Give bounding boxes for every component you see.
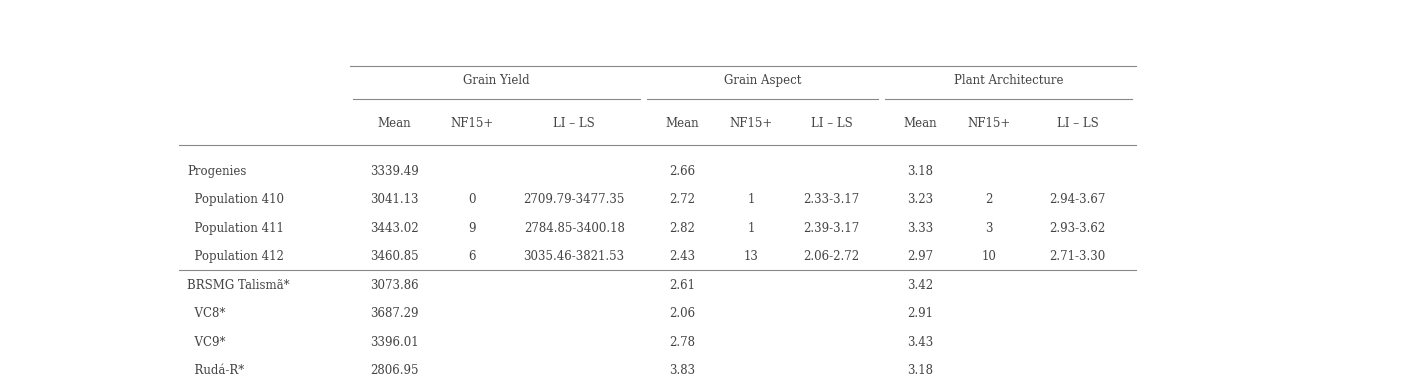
Text: 1: 1 bbox=[747, 222, 755, 235]
Text: Population 411: Population 411 bbox=[187, 222, 284, 235]
Text: 3.18: 3.18 bbox=[907, 364, 932, 377]
Text: Mean: Mean bbox=[665, 117, 698, 130]
Text: NF15+: NF15+ bbox=[450, 117, 494, 130]
Text: 3.33: 3.33 bbox=[907, 222, 932, 235]
Text: 3.18: 3.18 bbox=[907, 165, 932, 178]
Text: 6: 6 bbox=[468, 250, 476, 264]
Text: 2.61: 2.61 bbox=[670, 279, 695, 292]
Text: 2.91: 2.91 bbox=[907, 307, 932, 320]
Text: BRSMG Talismã*: BRSMG Talismã* bbox=[187, 279, 290, 292]
Text: Progenies: Progenies bbox=[187, 165, 247, 178]
Text: Grain Aspect: Grain Aspect bbox=[724, 74, 801, 87]
Text: 3035.46-3821.53: 3035.46-3821.53 bbox=[524, 250, 624, 264]
Text: 2.78: 2.78 bbox=[670, 336, 695, 349]
Text: 3073.86: 3073.86 bbox=[370, 279, 418, 292]
Text: NF15+: NF15+ bbox=[968, 117, 1011, 130]
Text: 2.33-3.17: 2.33-3.17 bbox=[804, 193, 860, 207]
Text: 2.71-3.30: 2.71-3.30 bbox=[1050, 250, 1105, 264]
Text: 3.42: 3.42 bbox=[907, 279, 932, 292]
Text: 2.72: 2.72 bbox=[670, 193, 695, 207]
Text: Rudá-R*: Rudá-R* bbox=[187, 364, 244, 377]
Text: 2806.95: 2806.95 bbox=[370, 364, 418, 377]
Text: Plant Architecture: Plant Architecture bbox=[954, 74, 1064, 87]
Text: 2784.85-3400.18: 2784.85-3400.18 bbox=[524, 222, 624, 235]
Text: 3443.02: 3443.02 bbox=[370, 222, 418, 235]
Text: 1: 1 bbox=[747, 193, 755, 207]
Text: 2.93-3.62: 2.93-3.62 bbox=[1050, 222, 1105, 235]
Text: 0: 0 bbox=[468, 193, 476, 207]
Text: 3041.13: 3041.13 bbox=[370, 193, 418, 207]
Text: 3.43: 3.43 bbox=[907, 336, 932, 349]
Text: LI – LS: LI – LS bbox=[1057, 117, 1098, 130]
Text: 3460.85: 3460.85 bbox=[370, 250, 418, 264]
Text: 2.06: 2.06 bbox=[668, 307, 695, 320]
Text: LI – LS: LI – LS bbox=[553, 117, 595, 130]
Text: LI – LS: LI – LS bbox=[811, 117, 853, 130]
Text: 2.97: 2.97 bbox=[907, 250, 932, 264]
Text: Grain Yield: Grain Yield bbox=[463, 74, 530, 87]
Text: Population 412: Population 412 bbox=[187, 250, 284, 264]
Text: 2.66: 2.66 bbox=[668, 165, 695, 178]
Text: 2.94-3.67: 2.94-3.67 bbox=[1050, 193, 1105, 207]
Text: 3.23: 3.23 bbox=[907, 193, 932, 207]
Text: Population 410: Population 410 bbox=[187, 193, 284, 207]
Text: 3.83: 3.83 bbox=[668, 364, 695, 377]
Text: 3687.29: 3687.29 bbox=[370, 307, 418, 320]
Text: 3: 3 bbox=[985, 222, 992, 235]
Text: 3339.49: 3339.49 bbox=[370, 165, 418, 178]
Text: 2.39-3.17: 2.39-3.17 bbox=[804, 222, 860, 235]
Text: 10: 10 bbox=[981, 250, 997, 264]
Text: Mean: Mean bbox=[377, 117, 411, 130]
Text: Mean: Mean bbox=[902, 117, 937, 130]
Text: NF15+: NF15+ bbox=[730, 117, 773, 130]
Text: 2.43: 2.43 bbox=[668, 250, 695, 264]
Text: 3396.01: 3396.01 bbox=[370, 336, 418, 349]
Text: 2709.79-3477.35: 2709.79-3477.35 bbox=[524, 193, 625, 207]
Text: 9: 9 bbox=[468, 222, 476, 235]
Text: 2: 2 bbox=[985, 193, 992, 207]
Text: 2.06-2.72: 2.06-2.72 bbox=[804, 250, 860, 264]
Text: VC9*: VC9* bbox=[187, 336, 226, 349]
Text: 2.82: 2.82 bbox=[670, 222, 695, 235]
Text: 13: 13 bbox=[744, 250, 758, 264]
Text: VC8*: VC8* bbox=[187, 307, 226, 320]
